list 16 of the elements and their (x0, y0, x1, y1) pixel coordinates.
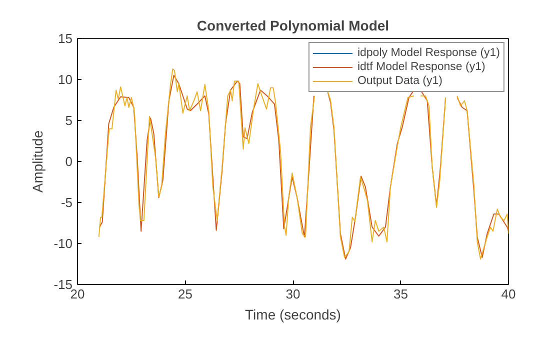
x-tick-label: 25 (178, 286, 192, 302)
legend-label: idtf Model Response (y1) (357, 60, 486, 74)
legend-label: idpoly Model Response (y1) (357, 46, 500, 60)
x-tick-label: 35 (394, 286, 408, 302)
legend-label: Output Data (y1) (357, 74, 442, 88)
x-tick-label: 30 (286, 286, 300, 302)
y-tick-label: -10 (54, 236, 73, 251)
y-tick-label: 0 (65, 154, 73, 169)
x-tick-label: 40 (501, 286, 516, 302)
x-axis-title: Time (seconds) (245, 306, 341, 322)
y-tick-label: 15 (58, 31, 73, 46)
y-tick-label: -5 (60, 195, 73, 210)
y-tick-label: 5 (65, 113, 73, 128)
y-axis-title: Amplitude (30, 130, 46, 193)
y-tick-label: 10 (58, 72, 73, 87)
chart-title: Converted Polynomial Model (196, 18, 390, 34)
